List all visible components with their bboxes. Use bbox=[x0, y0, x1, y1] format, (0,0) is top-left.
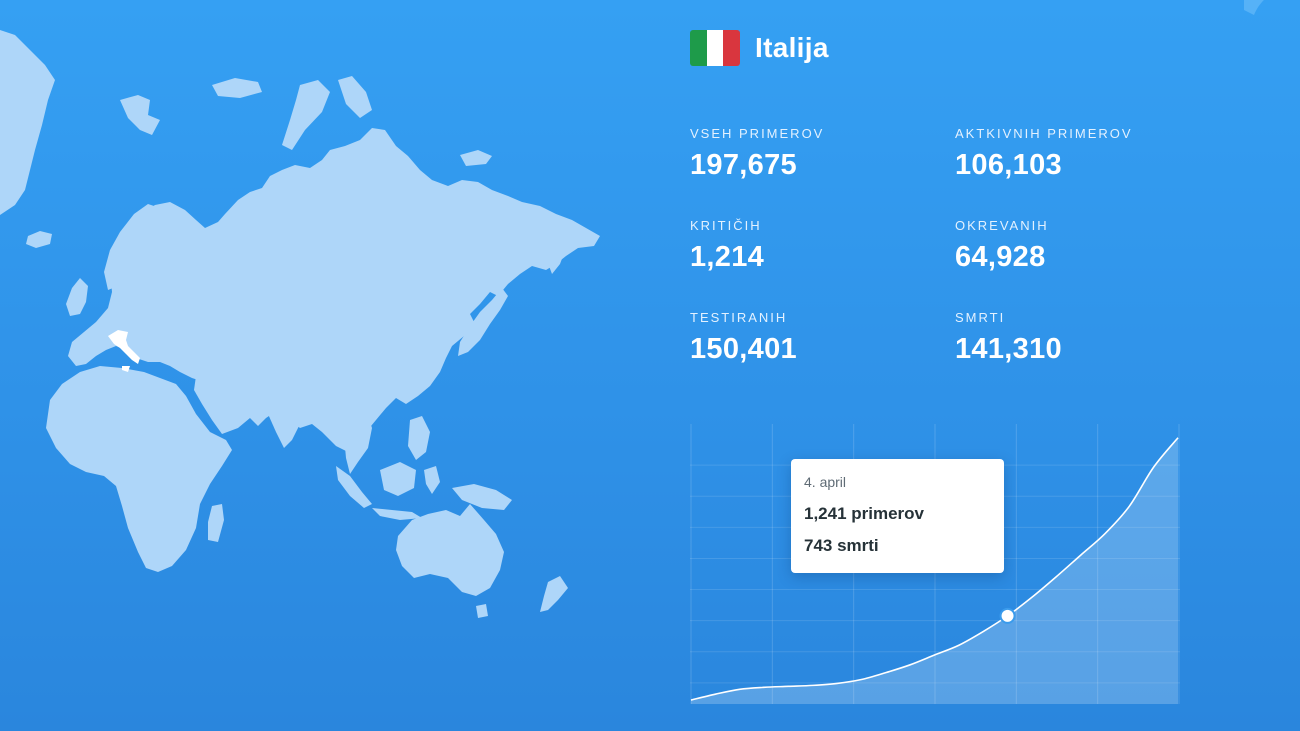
map-landmass-britain bbox=[66, 278, 88, 316]
stat-label: KRITIČIH bbox=[690, 218, 762, 233]
map-landmass-novaya-zemlya bbox=[282, 80, 330, 150]
flag-stripe-white bbox=[706, 30, 724, 66]
stat-value: 106,103 bbox=[955, 149, 1062, 181]
map-landmass-borneo bbox=[380, 462, 416, 496]
map-landmass-japan bbox=[458, 288, 508, 356]
tooltip-cases: 1,241 primerov bbox=[804, 504, 925, 523]
map-landmass-new-guinea bbox=[452, 484, 512, 510]
chart-series-line bbox=[690, 437, 1179, 701]
cases-trend-chart[interactable] bbox=[690, 424, 1180, 704]
country-name: Italija bbox=[755, 32, 829, 63]
map-landmass-iceland bbox=[26, 231, 52, 248]
map-italy-highlight bbox=[108, 330, 140, 372]
map-landmass-madagascar bbox=[208, 504, 224, 542]
chart-grid bbox=[690, 424, 1180, 704]
stat-label: VSEH PRIMEROV bbox=[690, 126, 825, 141]
stat-active-cases: AKTKIVNIH PRIMEROV 106,103 bbox=[955, 126, 1133, 182]
chart-highlight-point[interactable] bbox=[999, 607, 1016, 624]
stat-value: 64,928 bbox=[955, 241, 1046, 273]
map-landmass-severnaya bbox=[338, 76, 372, 118]
map-landmass-new-siberia bbox=[460, 150, 492, 166]
italy-flag-icon bbox=[690, 30, 740, 66]
stat-critical: KRITIČIH 1,214 bbox=[690, 218, 764, 274]
map-landmass-australia bbox=[396, 504, 504, 596]
flag-stripe-red bbox=[723, 30, 740, 66]
chart-tooltip: 4. april 1,241 primerov 743 smrti bbox=[791, 459, 1004, 573]
stat-label: TESTIRANIH bbox=[690, 310, 788, 325]
chart-points bbox=[999, 607, 1016, 624]
map-landmass-franz-josef bbox=[212, 78, 262, 98]
map-landmass-java bbox=[372, 508, 422, 520]
stat-value: 141,310 bbox=[955, 333, 1062, 365]
stat-label: OKREVANIH bbox=[955, 218, 1049, 233]
stat-deaths: SMRTI 141,310 bbox=[955, 310, 1062, 366]
stat-recovered: OKREVANIH 64,928 bbox=[955, 218, 1049, 274]
map-landmass-indochina bbox=[340, 392, 372, 474]
map-landmass-sulawesi bbox=[424, 466, 440, 494]
map-landmass-scandinavia bbox=[104, 204, 160, 290]
map-landmass-new-zealand bbox=[540, 576, 568, 612]
tooltip-deaths: 743 smrti bbox=[804, 536, 879, 555]
stat-label: AKTKIVNIH PRIMEROV bbox=[955, 126, 1133, 141]
stat-value: 1,214 bbox=[690, 241, 765, 273]
map-landmass-africa bbox=[46, 366, 232, 572]
map-landmass-philippines bbox=[408, 416, 430, 460]
map-landmass-arabia bbox=[194, 376, 250, 434]
map-landmass-india bbox=[262, 380, 304, 448]
country-header: Italija bbox=[690, 30, 829, 66]
map-landmass-tasmania bbox=[476, 604, 488, 618]
stat-value: 150,401 bbox=[690, 333, 797, 365]
stat-total-cases: VSEH PRIMEROV 197,675 bbox=[690, 126, 824, 182]
map-landmass-eurasia bbox=[68, 128, 600, 452]
map-landmass-sumatra bbox=[336, 466, 372, 508]
map-landmass-greenland bbox=[0, 30, 55, 215]
decorative-corner-shape bbox=[1244, 0, 1265, 15]
stat-value: 197,675 bbox=[690, 149, 797, 181]
stat-tested: TESTIRANIH 150,401 bbox=[690, 310, 797, 366]
chart-area-fill bbox=[691, 437, 1178, 704]
map-landmass-kamchatka bbox=[546, 232, 566, 274]
flag-stripe-green bbox=[690, 30, 707, 66]
map-landmass-svalbard bbox=[120, 95, 160, 135]
world-map bbox=[0, 30, 600, 618]
tooltip-date: 4. april bbox=[804, 474, 847, 490]
stat-label: SMRTI bbox=[955, 310, 1006, 325]
